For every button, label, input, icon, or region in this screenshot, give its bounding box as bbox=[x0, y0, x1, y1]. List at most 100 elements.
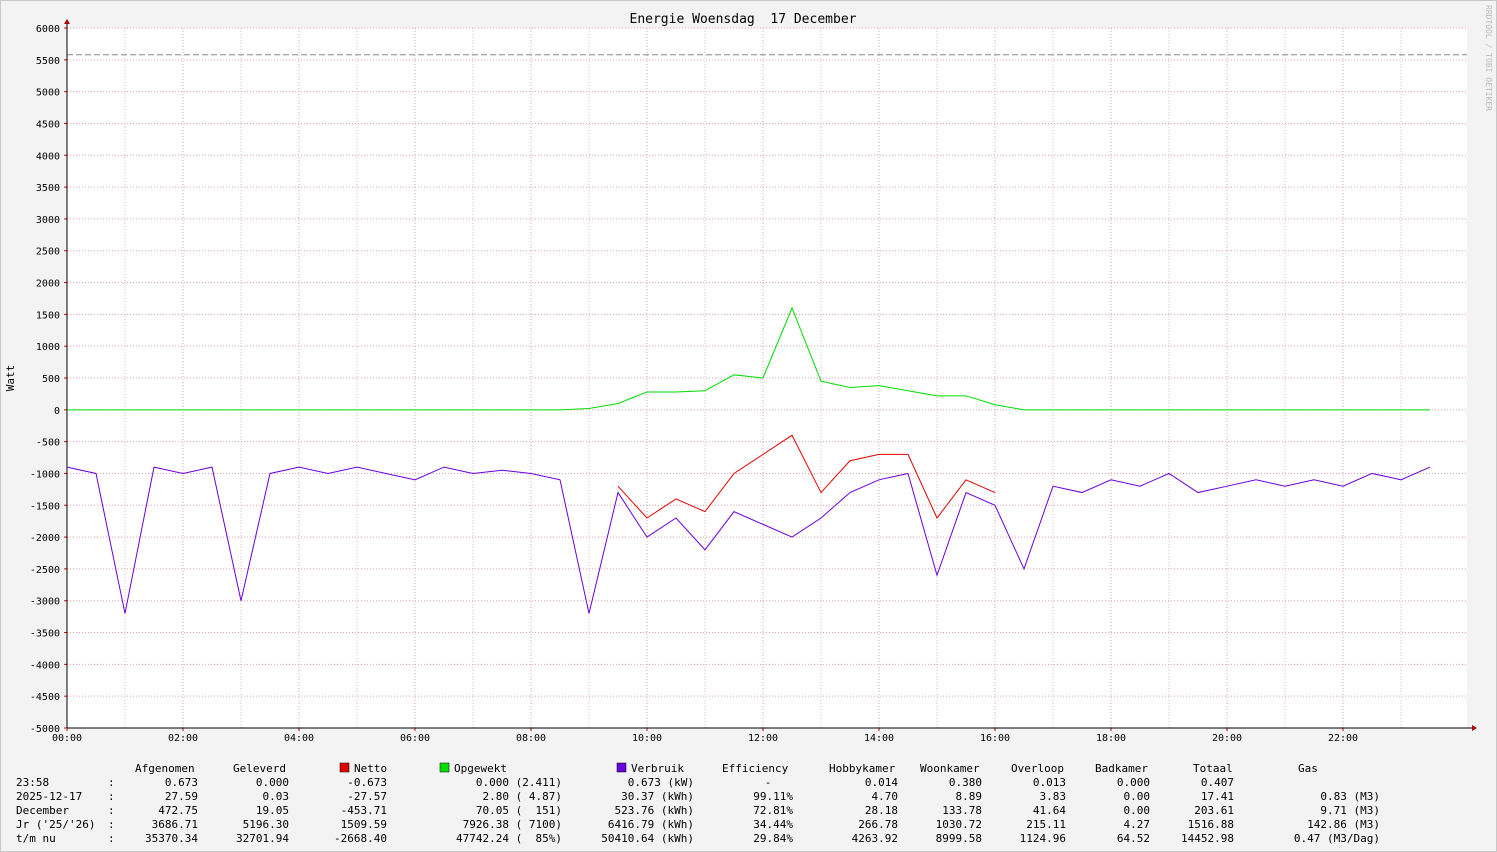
table-cell: 17.41 bbox=[1201, 790, 1234, 803]
table-cell: -27.57 bbox=[347, 790, 387, 803]
legend-swatch bbox=[616, 762, 627, 773]
chart-title: Energie Woensdag 17 December bbox=[630, 12, 857, 27]
separator: : bbox=[108, 804, 115, 817]
table-cell: 14452.98 bbox=[1181, 832, 1234, 845]
table-cell: 142.86 (M3) bbox=[1307, 818, 1380, 831]
y-tick-label: -500 bbox=[36, 438, 60, 449]
legend-swatch bbox=[439, 762, 450, 773]
arrow bbox=[1472, 725, 1477, 731]
table-cell: 30.37 (kWh) bbox=[621, 790, 694, 803]
y-tick-label: -3000 bbox=[30, 597, 60, 608]
x-tick-label: 02:00 bbox=[168, 733, 198, 744]
x-tick-label: 18:00 bbox=[1096, 733, 1126, 744]
y-tick-label: 1500 bbox=[36, 310, 60, 321]
x-tick-label: 00:00 bbox=[52, 733, 82, 744]
y-tick-label: 1000 bbox=[36, 342, 60, 353]
table-cell: 4263.92 bbox=[852, 832, 898, 845]
separator: : bbox=[108, 832, 115, 845]
separator: : bbox=[108, 790, 115, 803]
table-header: Afgenomen bbox=[135, 762, 195, 775]
table-cell: 0.83 (M3) bbox=[1320, 790, 1380, 803]
legend-label: Verbruik bbox=[631, 762, 684, 775]
y-tick-label: -4500 bbox=[30, 692, 60, 703]
table-cell: 72.81% bbox=[753, 804, 793, 817]
table-cell: 1509.59 bbox=[341, 818, 387, 831]
table-header: Geleverd bbox=[233, 762, 286, 775]
table-cell: 0.03 bbox=[263, 790, 290, 803]
y-tick-label: 5000 bbox=[36, 88, 60, 99]
series-line bbox=[67, 306, 1430, 411]
row-label: t/m nu bbox=[16, 832, 56, 845]
table-cell: 0.673 bbox=[165, 776, 198, 789]
y-tick-label: -1500 bbox=[30, 501, 60, 512]
table-header: Badkamer bbox=[1095, 762, 1148, 775]
x-tick-label: 04:00 bbox=[284, 733, 314, 744]
table-cell: - bbox=[765, 776, 772, 789]
table-cell: 523.76 (kWh) bbox=[615, 804, 694, 817]
table-cell: 34.44% bbox=[753, 818, 793, 831]
table-cell: 472.75 bbox=[158, 804, 198, 817]
y-tick-label: 4500 bbox=[36, 119, 60, 130]
y-tick-label: 6000 bbox=[36, 24, 60, 35]
legend-label: Opgewekt bbox=[454, 762, 507, 775]
table-cell: 2.80 ( 4.87) bbox=[483, 790, 562, 803]
y-tick-label: -4000 bbox=[30, 660, 60, 671]
row-label: 2025-12-17 bbox=[16, 790, 82, 803]
table-cell: 8.89 bbox=[956, 790, 983, 803]
table-cell: 50410.64 (kWh) bbox=[601, 832, 694, 845]
table-cell: 35370.34 bbox=[145, 832, 198, 845]
arrow bbox=[64, 19, 70, 24]
table-cell: 0.000 (2.411) bbox=[476, 776, 562, 789]
table-cell: 3686.71 bbox=[152, 818, 198, 831]
x-tick-label: 14:00 bbox=[864, 733, 894, 744]
y-tick-label: -2500 bbox=[30, 565, 60, 576]
x-tick-label: 20:00 bbox=[1212, 733, 1242, 744]
table-cell: 203.61 bbox=[1194, 804, 1234, 817]
row-label: Jr ('25/'26) bbox=[16, 818, 95, 831]
table-header: Woonkamer bbox=[920, 762, 980, 775]
y-tick-label: 3500 bbox=[36, 183, 60, 194]
table-cell: 19.05 bbox=[256, 804, 289, 817]
table-cell: 7926.38 ( 7100) bbox=[463, 818, 562, 831]
x-tick-label: 12:00 bbox=[748, 733, 778, 744]
table-cell: 0.673 (kW) bbox=[628, 776, 694, 789]
table-cell: 47742.24 ( 85%) bbox=[456, 832, 562, 845]
table-cell: 133.78 bbox=[942, 804, 982, 817]
table-cell: 32701.94 bbox=[236, 832, 289, 845]
x-tick-label: 06:00 bbox=[400, 733, 430, 744]
y-tick-label: -5000 bbox=[30, 724, 60, 735]
table-cell: 0.000 bbox=[256, 776, 289, 789]
legend-label: Netto bbox=[354, 762, 387, 775]
x-tick-label: 10:00 bbox=[632, 733, 662, 744]
table-cell: 9.71 (M3) bbox=[1320, 804, 1380, 817]
series-line bbox=[66, 466, 1431, 614]
y-tick-label: 3000 bbox=[36, 215, 60, 226]
y-tick-label: -1000 bbox=[30, 469, 60, 480]
x-tick-label: 08:00 bbox=[516, 733, 546, 744]
table-cell: 5196.30 bbox=[243, 818, 289, 831]
table-header: Hobbykamer bbox=[829, 762, 896, 775]
table-cell: -0.673 bbox=[347, 776, 387, 789]
table-cell: 29.84% bbox=[753, 832, 793, 845]
table-cell: 3.83 bbox=[1040, 790, 1067, 803]
y-tick-label: 2000 bbox=[36, 279, 60, 290]
y-axis-label: Watt bbox=[4, 365, 17, 392]
y-tick-label: -2000 bbox=[30, 533, 60, 544]
x-tick-label: 16:00 bbox=[980, 733, 1010, 744]
row-label: December bbox=[16, 804, 69, 817]
table-header: Gas bbox=[1298, 762, 1318, 775]
table-cell: -2668.40 bbox=[334, 832, 387, 845]
table-cell: 4.70 bbox=[872, 790, 899, 803]
separator: : bbox=[108, 818, 115, 831]
table-cell: 6416.79 (kWh) bbox=[608, 818, 694, 831]
table-header: Totaal bbox=[1193, 762, 1233, 775]
table-cell: 0.00 bbox=[1124, 804, 1151, 817]
table-cell: 0.014 bbox=[865, 776, 898, 789]
y-tick-label: 4000 bbox=[36, 151, 60, 162]
y-tick-label: 500 bbox=[42, 374, 60, 385]
table-cell: 0.00 bbox=[1124, 790, 1151, 803]
table-cell: 0.013 bbox=[1033, 776, 1066, 789]
table-cell: 0.000 bbox=[1117, 776, 1150, 789]
legend-swatch bbox=[339, 762, 350, 773]
